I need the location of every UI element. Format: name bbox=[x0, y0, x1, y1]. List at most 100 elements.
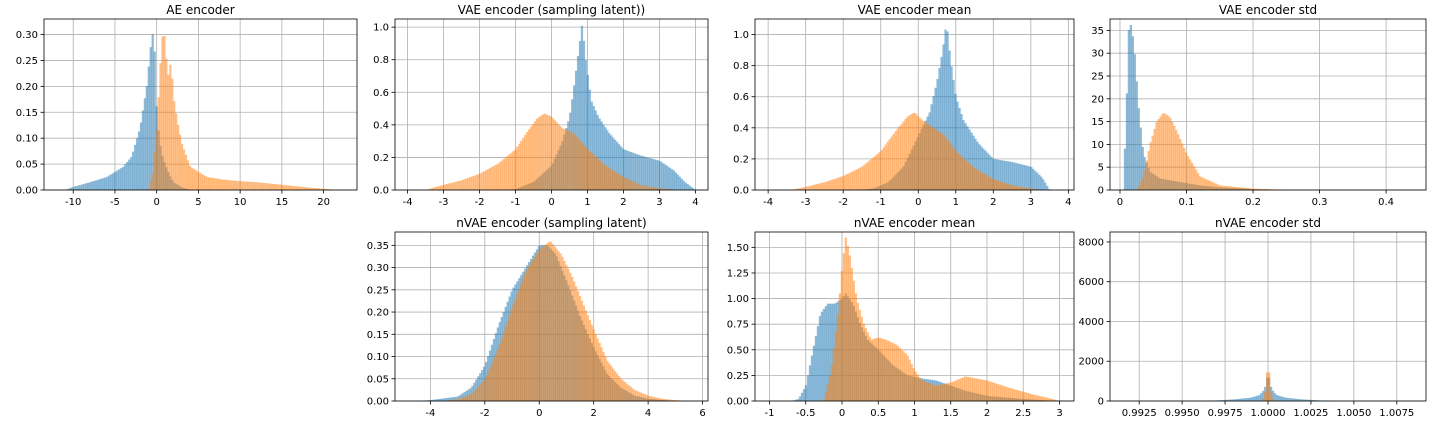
histogram-bar bbox=[67, 188, 70, 190]
histogram-bar bbox=[302, 187, 305, 190]
histogram-bar bbox=[202, 174, 205, 190]
histogram-bar bbox=[529, 263, 533, 401]
y-tick-label: 0 bbox=[1098, 397, 1104, 408]
x-tick-label: 0.9950 bbox=[1165, 408, 1200, 419]
histogram-bar bbox=[806, 375, 810, 401]
x-tick-label: 3 bbox=[656, 197, 662, 208]
histogram-bar bbox=[463, 392, 466, 401]
histogram-bar bbox=[976, 141, 979, 190]
histogram-bar bbox=[1024, 392, 1027, 401]
histogram-bar bbox=[571, 276, 574, 401]
histogram-bar bbox=[1036, 172, 1039, 190]
histogram-bar bbox=[220, 179, 223, 190]
histogram-bar bbox=[436, 399, 439, 401]
histogram-bar bbox=[110, 174, 113, 190]
histogram-bar bbox=[592, 329, 595, 401]
histogram-bar bbox=[1159, 116, 1162, 190]
histogram-bar bbox=[1234, 186, 1237, 190]
x-tick-label: 5 bbox=[195, 197, 201, 208]
histogram-bar bbox=[1020, 164, 1023, 190]
x-tick-label: -5 bbox=[110, 197, 120, 208]
histogram-bar bbox=[668, 399, 672, 401]
histogram-bar bbox=[978, 379, 981, 401]
histogram-bar bbox=[100, 178, 103, 190]
histogram-bar bbox=[930, 126, 933, 190]
histogram-bar bbox=[190, 167, 193, 190]
x-tick-label: -0.5 bbox=[796, 408, 816, 419]
histogram-bar bbox=[970, 165, 973, 190]
histogram-bar bbox=[206, 177, 209, 190]
histogram-bar bbox=[663, 163, 666, 190]
histogram-bar bbox=[836, 314, 840, 401]
histogram-bar bbox=[518, 143, 521, 190]
histogram-bar bbox=[633, 153, 636, 190]
histogram-bar bbox=[820, 311, 824, 401]
histogram-bar bbox=[149, 181, 152, 190]
y-tick-label: 0.25 bbox=[367, 285, 389, 296]
histogram-bar bbox=[850, 171, 853, 190]
histogram-bar bbox=[934, 385, 937, 401]
histogram-bar bbox=[296, 186, 299, 190]
histogram-bar bbox=[492, 165, 496, 190]
y-tick-label: 4000 bbox=[1079, 317, 1104, 328]
histogram-bar bbox=[233, 180, 237, 190]
histogram-bar bbox=[856, 302, 859, 401]
histogram-bar bbox=[938, 384, 941, 401]
histogram-bar bbox=[1238, 398, 1241, 401]
histogram-bar bbox=[537, 117, 541, 190]
histogram-bar bbox=[147, 66, 150, 190]
histogram-bar bbox=[1004, 183, 1007, 190]
histogram-bar bbox=[553, 119, 556, 190]
histogram-bar bbox=[141, 110, 145, 190]
histogram-bar bbox=[463, 396, 466, 401]
histogram-bar bbox=[565, 264, 568, 401]
histogram-bar bbox=[659, 188, 662, 190]
histogram-bar bbox=[512, 151, 515, 190]
histogram-bar bbox=[481, 172, 484, 190]
histogram-bar bbox=[1000, 385, 1003, 401]
histogram-bar bbox=[810, 355, 814, 401]
histogram-bar bbox=[112, 172, 115, 190]
histogram-bar bbox=[974, 138, 977, 190]
histogram-bar bbox=[1303, 399, 1306, 401]
histogram-bar bbox=[543, 245, 546, 401]
y-tick-label: 0.25 bbox=[727, 371, 749, 382]
histogram-bar bbox=[619, 378, 623, 401]
histogram-bar bbox=[836, 177, 840, 190]
y-tick-label: 25 bbox=[1091, 72, 1104, 83]
histogram-bar bbox=[1028, 166, 1031, 190]
histogram-bar bbox=[822, 182, 826, 190]
histogram-bar bbox=[1020, 391, 1023, 401]
x-tick-label: 0.9975 bbox=[1208, 408, 1243, 419]
axes-frame bbox=[43, 18, 358, 191]
histogram-bar bbox=[635, 390, 638, 401]
histogram-bar bbox=[1244, 187, 1247, 190]
histogram-bar bbox=[954, 380, 957, 401]
histogram-bar bbox=[608, 363, 611, 401]
histogram-bar bbox=[655, 187, 658, 190]
histogram-bar bbox=[510, 152, 513, 190]
histogram-bar bbox=[956, 379, 959, 401]
histogram-bar bbox=[567, 130, 570, 190]
histogram-bar bbox=[449, 183, 453, 190]
histogram-bar bbox=[956, 101, 959, 190]
histogram-bar bbox=[477, 174, 480, 190]
histogram-bar bbox=[954, 150, 957, 190]
histogram-bar bbox=[1266, 372, 1269, 401]
histogram-bar bbox=[584, 60, 588, 190]
histogram-bar bbox=[1129, 24, 1133, 191]
histogram-bar bbox=[557, 250, 560, 401]
histogram-bar bbox=[439, 185, 443, 190]
histogram-bar bbox=[1248, 397, 1251, 401]
histogram-bar bbox=[483, 379, 486, 401]
histogram-bar bbox=[860, 166, 863, 190]
histogram-bar bbox=[108, 175, 111, 190]
histogram-bar bbox=[1030, 166, 1033, 190]
histogram-bar bbox=[892, 133, 895, 190]
histogram-bar bbox=[198, 172, 201, 190]
histogram-bar bbox=[563, 260, 566, 401]
histogram-bar bbox=[858, 309, 861, 401]
histogram-bar bbox=[434, 187, 437, 190]
histogram-bar bbox=[996, 159, 999, 190]
histogram-bar bbox=[814, 335, 818, 401]
